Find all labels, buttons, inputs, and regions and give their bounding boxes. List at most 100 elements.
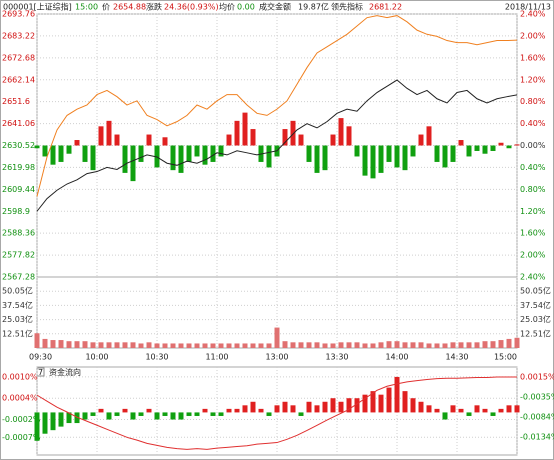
y-tick-label: 2672.68 <box>2 53 35 62</box>
y-tick-label: 2693.76 <box>2 10 35 19</box>
y2-tick-label: 2.00% <box>520 251 546 260</box>
y2-tick-label: 0.0015% <box>520 373 554 382</box>
panel-number: 7 <box>38 368 43 377</box>
bar <box>290 342 296 348</box>
bar <box>234 343 240 348</box>
bar <box>338 401 344 413</box>
x-tick-label: 13:30 <box>325 353 348 362</box>
bar <box>210 343 216 348</box>
bar <box>74 140 80 146</box>
bar <box>330 134 336 146</box>
y-tick-label: 2577.82 <box>2 251 35 260</box>
bar <box>498 340 504 348</box>
bar <box>114 342 120 348</box>
bar <box>370 391 376 413</box>
bar <box>258 408 264 413</box>
bar <box>90 145 96 171</box>
bar <box>90 342 96 348</box>
y-tick-label: 2609.44 <box>2 185 35 194</box>
lead: 2681.22 <box>369 3 402 12</box>
y2-tick-label: 2.00% <box>520 31 546 40</box>
lead-label: 领先指标 <box>331 2 363 12</box>
bar <box>442 343 448 348</box>
bar <box>98 408 104 413</box>
y-tick-label: 0.0004% <box>2 394 38 403</box>
bar <box>346 126 352 146</box>
panel-title: 资金流向 <box>49 367 81 377</box>
bar <box>450 405 456 413</box>
bar <box>386 341 392 348</box>
bar <box>162 343 168 348</box>
amount: 19.87亿 <box>298 2 329 12</box>
bar <box>178 412 184 420</box>
bar <box>130 342 136 348</box>
bar <box>218 343 224 348</box>
line <box>36 15 518 197</box>
bar <box>330 398 336 413</box>
bar <box>450 145 456 162</box>
bar <box>34 145 40 149</box>
bar <box>338 342 344 348</box>
bar <box>226 408 232 413</box>
bar <box>282 401 288 413</box>
bar <box>130 412 136 420</box>
bar <box>210 412 216 416</box>
bar <box>170 343 176 348</box>
bar <box>378 145 384 173</box>
y-tick-label: 37.54亿 <box>2 300 33 310</box>
bar <box>434 408 440 413</box>
bar <box>290 120 296 146</box>
y2-tick-label: 2.40% <box>520 273 546 282</box>
bar <box>106 412 112 420</box>
bar <box>194 145 200 157</box>
bar <box>226 343 232 348</box>
bar <box>346 398 352 413</box>
bar <box>66 412 72 424</box>
bar <box>138 145 144 162</box>
amount-label: 成交金额 <box>259 2 291 12</box>
change: 24.36(0.93%) <box>164 3 219 12</box>
bar <box>386 387 392 413</box>
bar <box>250 343 256 348</box>
bar <box>330 343 336 348</box>
bar <box>58 412 64 427</box>
bar <box>378 342 384 348</box>
bar <box>82 341 88 348</box>
bar <box>314 342 320 348</box>
bar <box>370 343 376 348</box>
bar <box>186 343 192 348</box>
bar <box>426 405 432 413</box>
bar <box>306 401 312 413</box>
bar <box>226 134 232 146</box>
bar <box>466 145 472 157</box>
bar <box>42 145 48 157</box>
bar <box>362 394 368 413</box>
price-label: 价 <box>102 3 110 12</box>
y2-tick-label: 0.40% <box>520 163 546 172</box>
bar <box>442 412 448 420</box>
y-tick-label: -0.0002% <box>2 415 41 424</box>
bar <box>170 412 176 420</box>
bar <box>490 145 496 151</box>
y2-tick-label: -0.0084% <box>520 412 554 421</box>
y-tick-label: 2683.22 <box>2 31 35 40</box>
bar <box>322 343 328 348</box>
bar <box>458 342 464 348</box>
bar <box>450 342 456 348</box>
time: 15:00 <box>75 3 98 12</box>
bar <box>482 408 488 413</box>
bar <box>338 118 344 146</box>
bar <box>402 145 408 171</box>
change-label: 涨跌 <box>146 2 162 12</box>
y-tick-label-right: 25.03亿 <box>520 314 551 324</box>
avg: 0.00 <box>237 3 255 12</box>
x-tick-label: 10:00 <box>85 353 108 362</box>
bar <box>122 408 128 413</box>
line <box>36 79 518 212</box>
date: 2018/11/13 <box>505 3 551 12</box>
bar <box>146 134 152 146</box>
y-tick-label: 0.0010% <box>2 372 38 381</box>
bar <box>218 145 224 157</box>
